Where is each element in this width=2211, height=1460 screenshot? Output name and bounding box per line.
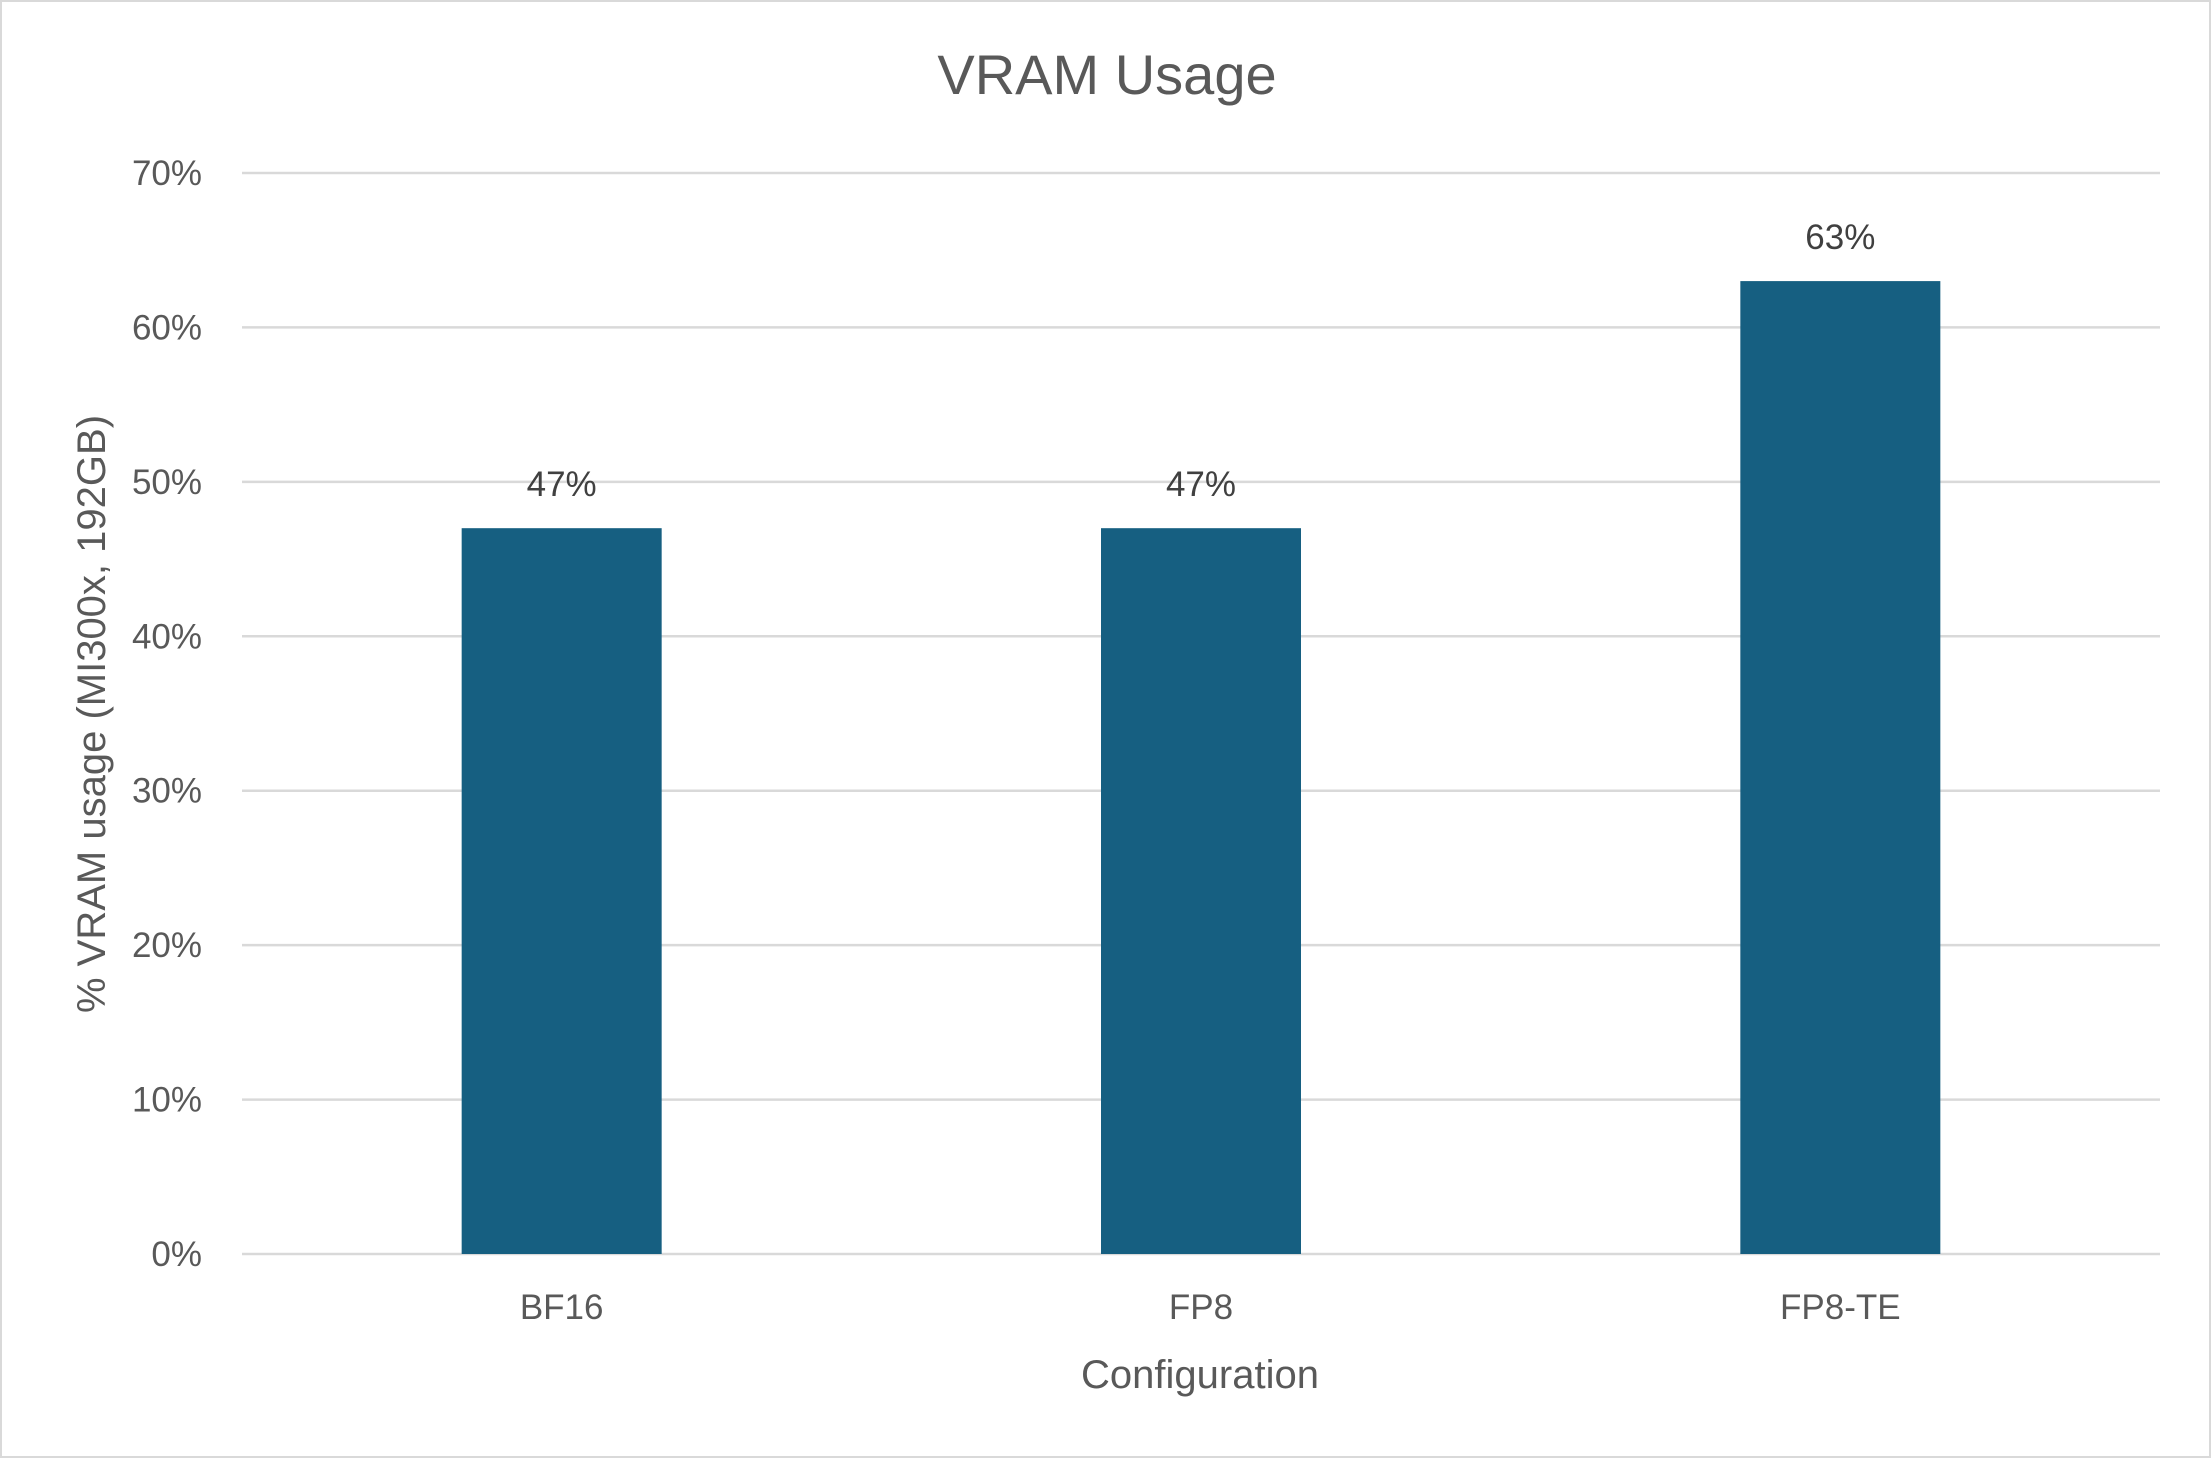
y-tick-label: 20% bbox=[132, 926, 202, 965]
bars bbox=[461, 281, 1941, 1255]
x-axis-title: Configuration bbox=[1081, 1353, 1319, 1397]
bar-fp8 bbox=[1101, 528, 1301, 1254]
y-axis-tick-labels: 0% 10% 20% 30% 40% 50% 60% 70% bbox=[132, 154, 202, 1274]
y-tick-label: 0% bbox=[151, 1235, 202, 1274]
x-tick-label: FP8 bbox=[1169, 1288, 1233, 1327]
y-tick-label: 50% bbox=[132, 463, 202, 502]
y-tick-label: 30% bbox=[132, 772, 202, 811]
y-tick-label: 40% bbox=[132, 617, 202, 656]
data-label: 47% bbox=[527, 465, 597, 504]
data-label: 63% bbox=[1805, 218, 1875, 257]
x-tick-label: FP8-TE bbox=[1780, 1288, 1901, 1327]
x-axis-tick-labels: BF16 FP8 FP8-TE bbox=[520, 1288, 1901, 1327]
y-tick-label: 70% bbox=[132, 154, 202, 193]
y-tick-label: 60% bbox=[132, 308, 202, 347]
bar-bf16 bbox=[461, 528, 662, 1254]
bar-fp8-te bbox=[1740, 281, 1941, 1255]
y-axis-title: % VRAM usage (MI300x, 192GB) bbox=[70, 415, 114, 1013]
y-tick-label: 10% bbox=[132, 1081, 202, 1120]
data-labels: 47% 47% 63% bbox=[527, 218, 1876, 504]
x-tick-label: BF16 bbox=[520, 1288, 604, 1327]
data-label: 47% bbox=[1166, 465, 1236, 504]
chart-title: VRAM Usage bbox=[937, 43, 1276, 106]
